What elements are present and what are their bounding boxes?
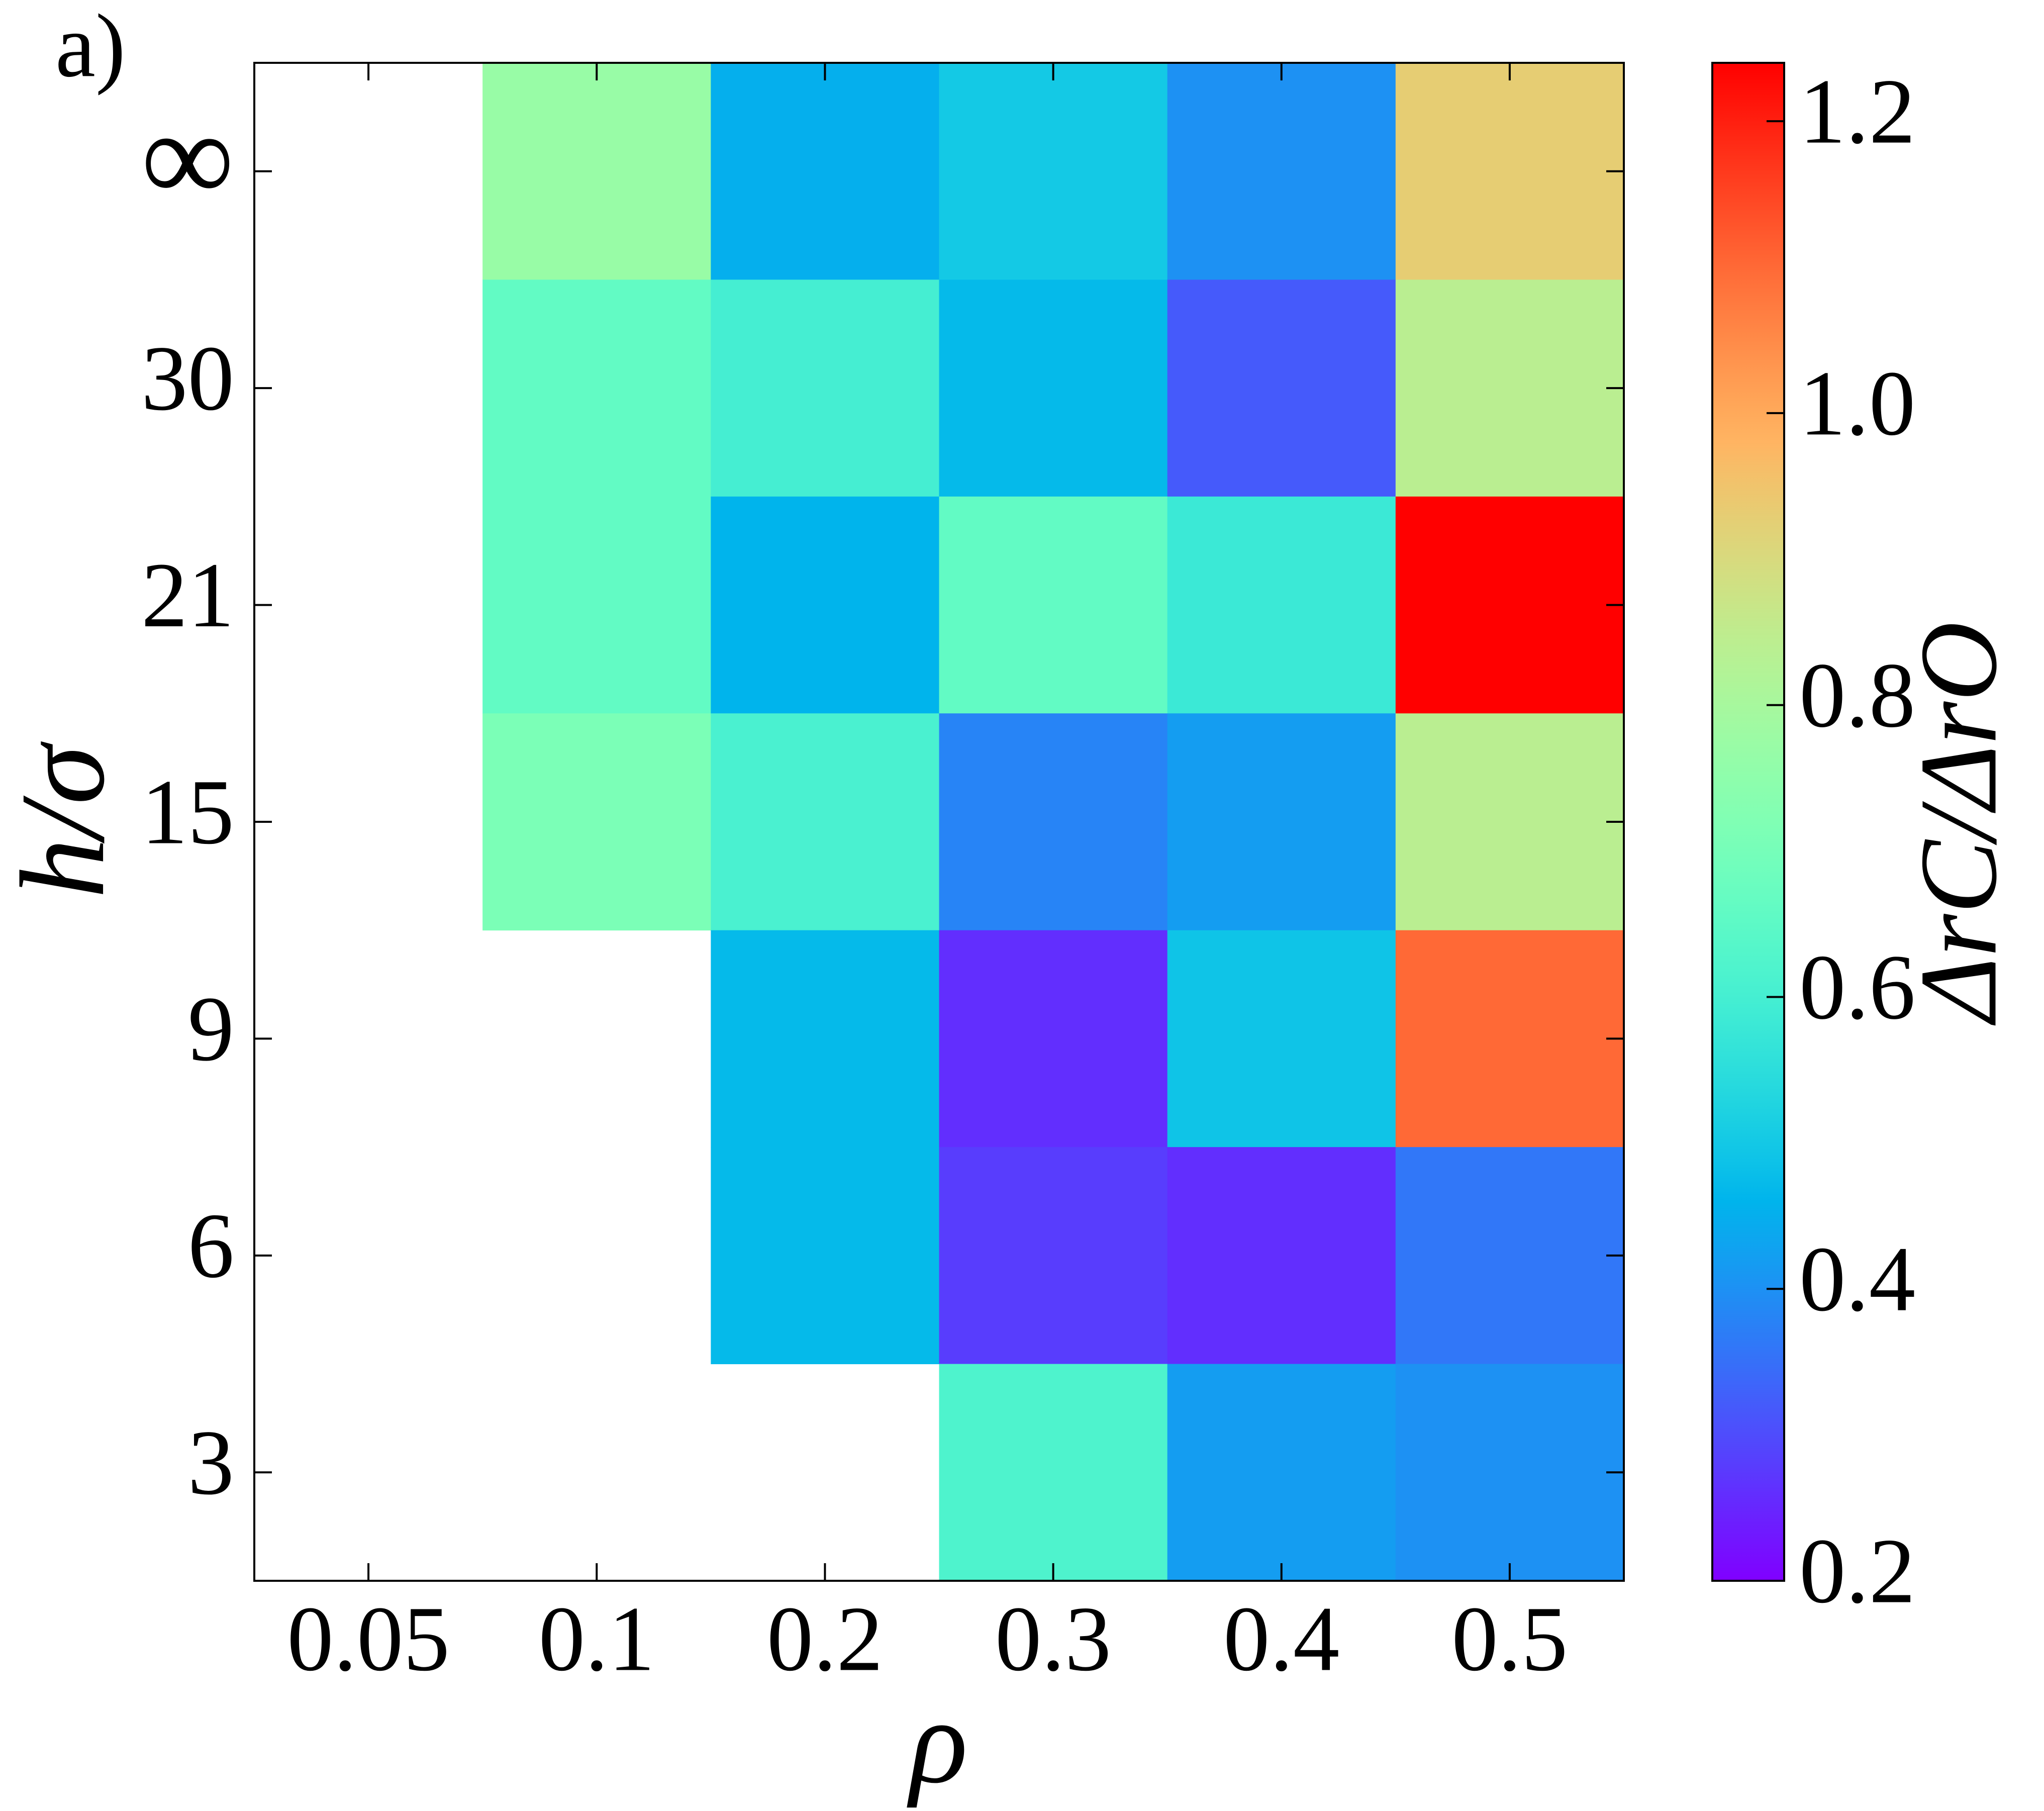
colorbar-tick-label: 0.8: [1799, 644, 1915, 747]
heatmap-cell: [1167, 930, 1396, 1148]
heatmap-cell: [711, 496, 939, 714]
x-axis-label: ρ: [906, 1674, 967, 1808]
heatmap-cell: [939, 279, 1168, 497]
heatmap-cell: [1395, 279, 1624, 497]
y-tick-label: 3: [188, 1411, 235, 1514]
x-tick-label: 0.3: [995, 1587, 1111, 1690]
heatmap-cell: [1395, 1364, 1624, 1581]
heatmap-cell: [1395, 63, 1624, 280]
y-tick-label: 21: [141, 544, 234, 647]
heatmap-cell: [939, 930, 1168, 1148]
y-tick-label: 6: [188, 1194, 235, 1297]
x-tick-label: 0.2: [767, 1587, 883, 1690]
colorbar: [1711, 62, 1785, 1582]
colorbar-tick-label: 1.2: [1799, 60, 1915, 163]
heatmap-cell: [482, 713, 711, 931]
x-tick-label: 0.5: [1451, 1587, 1568, 1690]
heatmap-cell: [711, 930, 939, 1148]
heatmap-cell: [1395, 713, 1624, 931]
heatmap-cell: [1167, 279, 1396, 497]
heatmap-cell: [711, 1147, 939, 1365]
x-tick-label: 0.05: [287, 1587, 450, 1690]
heatmap-cell: [1167, 1364, 1396, 1581]
heatmap-cell: [1167, 63, 1396, 280]
heatmap-cell: [1395, 1147, 1624, 1365]
heatmap-cell: [1167, 1147, 1396, 1365]
colorbar-tick-label: 0.4: [1799, 1228, 1915, 1331]
heatmap-cell: [711, 279, 939, 497]
colorbar-tick-label: 0.2: [1799, 1519, 1915, 1623]
colorbar-tick-label: 0.6: [1799, 936, 1915, 1039]
heatmap-cell: [482, 279, 711, 497]
heatmap-cell: [711, 713, 939, 931]
heatmap-cell: [1167, 713, 1396, 931]
colorbar-tick-label: 1.0: [1799, 352, 1915, 455]
y-tick-label: 30: [141, 327, 234, 430]
heatmap-cell: [939, 1364, 1168, 1581]
heatmap-cell: [939, 496, 1168, 714]
heatmap-cell: [1395, 930, 1624, 1148]
y-tick-label: 9: [188, 978, 235, 1081]
heatmap-cell: [939, 1147, 1168, 1365]
x-tick-label: 0.4: [1223, 1587, 1339, 1690]
panel-label: a): [55, 0, 126, 96]
heatmap-cell: [1395, 496, 1624, 714]
heatmap-cell: [939, 63, 1168, 280]
heatmap-cell: [1167, 496, 1396, 714]
heatmap-cell: [711, 63, 939, 280]
y-tick-label: ∞: [141, 85, 234, 230]
heatmap-cell: [939, 713, 1168, 931]
y-axis-label: h/σ: [0, 741, 129, 899]
heatmap-cell: [482, 496, 711, 714]
heatmap-cell: [482, 63, 711, 280]
y-tick-label: 15: [141, 760, 234, 864]
colorbar-label: ΔrC/ΔrO: [1897, 622, 2019, 1026]
x-tick-label: 0.1: [539, 1587, 655, 1690]
